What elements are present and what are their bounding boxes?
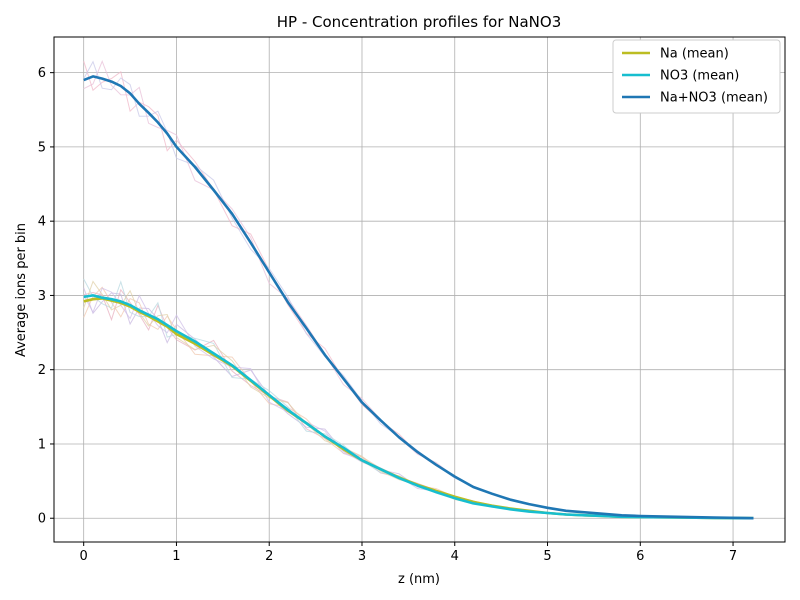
x-tick-label: 1	[172, 549, 180, 564]
legend-box	[612, 39, 781, 114]
y-tick-label: 5	[38, 140, 46, 155]
axis-ticks: 0 1 2 3 4 5 6 7 0 1 2 3 4 5 6	[38, 66, 737, 564]
x-tick-label: 0	[80, 549, 88, 564]
x-tick-label: 4	[451, 549, 459, 564]
y-tick-label: 0	[38, 512, 46, 527]
x-tick-label: 2	[265, 549, 273, 564]
y-tick-label: 3	[38, 289, 46, 304]
legend-label: Na (mean)	[660, 47, 729, 62]
x-axis-label: z (nm)	[398, 572, 440, 587]
plot-frame	[53, 36, 786, 543]
y-tick-label: 2	[38, 363, 46, 378]
y-tick-label: 1	[38, 437, 46, 452]
y-tick-label: 6	[38, 66, 46, 81]
legend: Na (mean) NO3 (mean) Na+NO3 (mean)	[612, 39, 781, 114]
y-tick-label: 4	[38, 215, 46, 230]
x-tick-label: 7	[729, 549, 737, 564]
chart-title: HP - Concentration profiles for NaNO3	[277, 13, 562, 31]
grid	[54, 37, 785, 542]
series-lines	[83, 75, 754, 520]
series-line-na-no3-mean	[83, 75, 754, 520]
legend-label: Na+NO3 (mean)	[660, 91, 768, 106]
x-tick-label: 3	[358, 549, 366, 564]
x-tick-label: 6	[636, 549, 644, 564]
series-line-no3-mean	[83, 294, 754, 520]
x-tick-label: 5	[543, 549, 551, 564]
legend-label: NO3 (mean)	[660, 69, 739, 84]
y-axis-label: Average ions per bin	[14, 223, 29, 357]
